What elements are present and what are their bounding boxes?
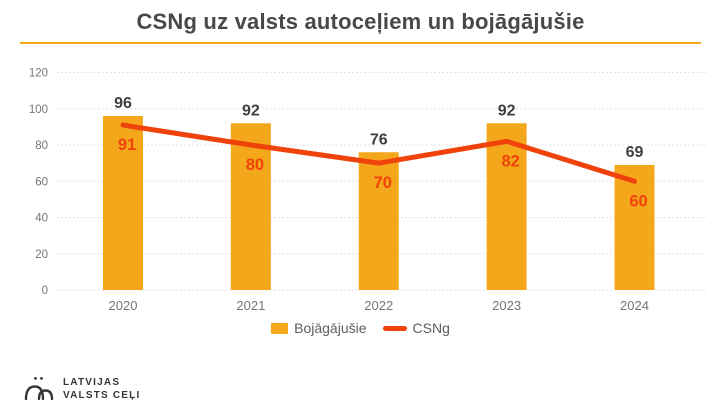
bar-value-label-2024: 69 <box>626 144 644 161</box>
bar-value-label-2023: 92 <box>498 102 516 119</box>
line-value-label-2023: 82 <box>501 152 519 170</box>
legend-item-fatalities: Bojāgājušie <box>271 320 367 336</box>
y-tick-label-100: 100 <box>29 104 48 116</box>
bar-value-label-2021: 92 <box>242 102 260 119</box>
bar-value-label-2020: 96 <box>114 95 132 112</box>
logo-text: LATVIJAS VALSTS CEĻI <box>63 376 140 402</box>
y-tick-label-40: 40 <box>35 213 48 225</box>
legend-label-csng: CSNg <box>412 320 450 336</box>
chart-legend: Bojāgājušie CSNg <box>0 318 721 338</box>
y-tick-label-80: 80 <box>35 140 48 152</box>
bar-2021 <box>230 123 271 290</box>
x-tick-label-2022: 2022 <box>364 298 393 313</box>
y-tick-label-0: 0 <box>42 285 48 297</box>
line-value-label-2020: 91 <box>118 136 136 154</box>
y-tick-label-20: 20 <box>35 249 48 261</box>
page-title: CSNg uz valsts autoceļiem un bojāgājušie <box>136 9 585 34</box>
chart: 0 20 40 60 80 100 120 96 92 76 92 69 91 80 70 82 60 2020 2… <box>29 68 706 313</box>
bar-2024 <box>614 164 655 290</box>
line-value-label-2024: 60 <box>629 192 647 210</box>
x-tick-label-2020: 2020 <box>109 298 138 313</box>
x-tick-label-2021: 2021 <box>236 298 265 313</box>
line-value-label-2022: 70 <box>374 174 392 192</box>
x-tick-label-2024: 2024 <box>620 298 649 313</box>
lvc-logo: LATVIJAS VALSTS CEĻI <box>23 375 140 402</box>
bar-value-label-2022: 76 <box>370 131 388 148</box>
x-tick-label-2023: 2023 <box>492 298 521 313</box>
title-underline <box>20 42 701 44</box>
line-value-label-2021: 80 <box>246 156 264 174</box>
bar-2023 <box>486 123 527 290</box>
bridge-icon <box>24 377 54 401</box>
y-tick-label-120: 120 <box>29 68 48 80</box>
line-series-swatch-icon <box>382 325 407 331</box>
bar-2022 <box>358 152 399 290</box>
bar-series-swatch-icon <box>271 322 289 334</box>
legend-label-fatalities: Bojāgājušie <box>294 320 367 336</box>
legend-item-csng: CSNg <box>382 320 450 336</box>
bar-2020 <box>103 116 143 290</box>
csng-line <box>120 122 637 184</box>
y-tick-label-60: 60 <box>35 176 48 188</box>
logo-line2: VALSTS CEĻI <box>63 389 141 401</box>
logo-line1: LATVIJAS <box>63 376 121 388</box>
